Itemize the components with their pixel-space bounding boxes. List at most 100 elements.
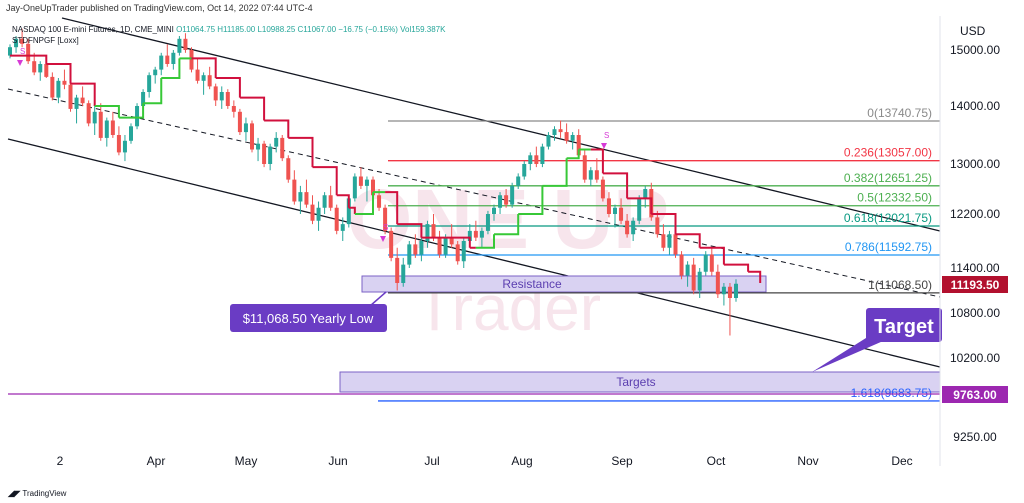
price-axis[interactable]: 15000.00 14000.00 13000.00 12200.00 11400.00… xyxy=(950,43,1000,444)
target-callout[interactable]: Target xyxy=(812,308,942,372)
candle-body xyxy=(727,286,732,298)
price-tick-label: 10800.00 xyxy=(950,306,1000,320)
candle-body xyxy=(371,179,375,196)
trend-segment xyxy=(627,197,653,214)
candle-body xyxy=(68,84,73,109)
candle-body xyxy=(504,195,509,205)
candle-body xyxy=(443,237,448,255)
candle-body xyxy=(558,129,563,133)
candle-body xyxy=(661,234,666,248)
price-tick-label: 13000.00 xyxy=(950,157,1000,171)
candle-body xyxy=(8,47,12,56)
candle-body xyxy=(637,198,642,221)
trend-segment xyxy=(699,246,725,265)
candle-body xyxy=(709,254,714,272)
trend-channel[interactable] xyxy=(7,17,941,368)
candle-body xyxy=(498,195,503,208)
candle-body xyxy=(516,176,521,186)
candle-body xyxy=(340,224,345,231)
time-tick-label: 2 xyxy=(57,454,64,468)
candle-body xyxy=(286,158,291,180)
candle-body xyxy=(334,207,339,231)
time-axis[interactable]: 2 Apr May Jun Jul Aug Sep Oct Nov Dec xyxy=(57,454,913,468)
trend-segment xyxy=(348,206,356,214)
candle-body xyxy=(328,195,333,208)
candle-body xyxy=(685,264,690,276)
candle-body xyxy=(316,207,321,221)
fib-retracement[interactable]: 0(13740.75) 0.236(13057.00) 0.382(12651.25… xyxy=(378,106,940,402)
candle-body xyxy=(721,286,726,295)
candle-body xyxy=(322,195,327,208)
fib-level-label: 0.5(12332.50) xyxy=(857,191,932,205)
candle-body xyxy=(383,207,388,231)
trend-segment xyxy=(542,158,568,187)
target-price-tag: 9763.00 xyxy=(942,386,1008,403)
candle-body xyxy=(437,237,442,255)
time-tick-label: Sep xyxy=(611,454,633,468)
trend-segment xyxy=(518,185,544,215)
candle-body xyxy=(613,207,617,214)
trend-segment xyxy=(215,77,241,98)
symbol-row: NASDAQ 100 E-mini Futures, 1D, CME_MINI … xyxy=(12,24,445,35)
time-tick-label: Apr xyxy=(147,454,166,468)
signal-s-marker: S xyxy=(20,47,25,56)
trend-segment xyxy=(397,223,423,238)
price-tick-label: 11400.00 xyxy=(950,261,999,275)
fib-level-label: 0.618(12021.75) xyxy=(844,211,932,225)
current-price-value: 11193.50 xyxy=(951,278,1000,292)
time-tick-label: Jul xyxy=(424,454,439,468)
candle-body xyxy=(582,155,587,180)
candle-body xyxy=(455,244,460,262)
trend-segment xyxy=(143,78,163,105)
candle-body xyxy=(631,220,636,235)
channel-lower-line xyxy=(7,138,941,368)
trend-segment xyxy=(748,270,762,283)
trend-segment xyxy=(675,233,701,248)
channel-upper-line xyxy=(61,17,941,232)
candle-body xyxy=(201,75,206,81)
candle-body xyxy=(122,140,127,153)
candle-body xyxy=(56,80,61,98)
fib-level-label: 1(11068.50) xyxy=(868,278,932,292)
chart-legend: NASDAQ 100 E-mini Futures, 1D, CME_MINI … xyxy=(12,24,445,46)
candle-body xyxy=(304,192,309,205)
price-tick-label: 15000.00 xyxy=(950,43,1000,57)
candle-body xyxy=(298,192,303,202)
candle-body xyxy=(473,230,478,238)
signal-s-marker: S xyxy=(604,131,609,140)
candle-body xyxy=(14,38,19,48)
candle-body xyxy=(147,75,152,92)
candle-body xyxy=(98,111,103,138)
footer-bar: ◢◤ TradingView xyxy=(0,484,1024,503)
yearly-low-callout[interactable]: $11,068.50 Yearly Low xyxy=(230,291,387,332)
signal-s-marker: S xyxy=(383,223,388,232)
yearly-low-label: $11,068.50 Yearly Low xyxy=(243,311,374,326)
trend-segment xyxy=(161,58,181,79)
price-tick-label: 12200.00 xyxy=(950,207,1000,221)
candle-body xyxy=(606,198,611,214)
candle-body xyxy=(485,214,490,231)
trend-segment xyxy=(602,172,629,199)
trend-segment xyxy=(118,103,145,119)
candle-body xyxy=(141,92,146,106)
candle-body xyxy=(129,126,133,141)
candle-body xyxy=(280,137,285,159)
fib-level-label: 0(13740.75) xyxy=(867,106,932,120)
price-tick-label: 9250.00 xyxy=(953,430,997,444)
ohlc-values: O11064.75 H11185.00 L10988.25 C11067.00 … xyxy=(176,25,446,34)
targets-label: Targets xyxy=(616,375,655,389)
indicator-name[interactable]: STDFNPGF [Loxx] xyxy=(12,36,79,45)
trend-segment xyxy=(354,192,374,215)
candle-body xyxy=(38,64,43,73)
stdfnpgf-line xyxy=(10,54,762,283)
candle-body xyxy=(697,271,702,291)
candle-body xyxy=(219,92,224,101)
candle-body xyxy=(564,132,569,141)
candle-body xyxy=(588,170,593,180)
resistance-zone[interactable] xyxy=(361,275,767,293)
candle-body xyxy=(110,120,115,135)
candle-body xyxy=(86,103,91,124)
candle-body xyxy=(600,179,605,199)
